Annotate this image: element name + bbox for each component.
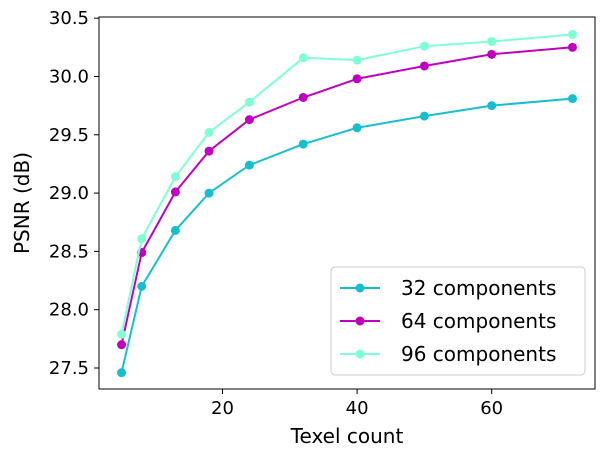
series-line: [120, 46, 573, 345]
legend-marker: [355, 349, 365, 359]
legend-label: 32 components: [401, 276, 556, 300]
data-point: [419, 111, 429, 121]
legend-box: [330, 266, 586, 376]
legend-marker: [355, 283, 365, 293]
data-point: [352, 123, 362, 133]
y-tick-label: 30.5: [49, 8, 89, 29]
y-tick-label: 29.5: [49, 125, 89, 146]
data-point: [204, 127, 214, 137]
series-line: [120, 33, 573, 335]
legend-label: 64 components: [401, 309, 556, 333]
data-point: [487, 36, 497, 46]
x-tick-label: 20: [211, 398, 234, 419]
series-line: [120, 97, 573, 373]
data-point: [137, 234, 147, 244]
data-point: [244, 97, 254, 107]
legend-marker: [355, 316, 365, 326]
data-point: [298, 53, 308, 63]
data-point: [352, 55, 362, 65]
data-point: [117, 329, 127, 339]
data-point: [137, 281, 147, 291]
data-point: [567, 94, 577, 104]
data-point: [567, 29, 577, 39]
data-point: [204, 188, 214, 198]
y-tick-label: 28.5: [49, 241, 89, 262]
data-point: [419, 61, 429, 71]
y-tick-label: 28.0: [49, 300, 89, 321]
data-point: [117, 368, 127, 378]
data-point: [204, 146, 214, 156]
series-layer: [117, 29, 577, 378]
x-axis-ticks: 20 40 60: [211, 389, 503, 419]
data-point: [352, 74, 362, 84]
y-tick-label: 30.0: [49, 66, 89, 87]
data-point: [298, 139, 308, 149]
y-axis-label: PSNR (dB): [10, 152, 34, 254]
x-tick-label: 40: [346, 398, 369, 419]
data-point: [567, 42, 577, 52]
data-point: [298, 92, 308, 102]
plot-frame: [98, 16, 596, 390]
legend-label: 96 components: [401, 342, 556, 366]
data-point: [487, 49, 497, 59]
data-point: [244, 115, 254, 125]
data-point: [487, 101, 497, 111]
y-axis-ticks: 27.5 28.0 28.5 29.0 29.5 30.0 30.5: [49, 8, 99, 379]
y-tick-label: 27.5: [49, 358, 89, 379]
legend: 32 components 64 components 96 components: [330, 266, 586, 376]
data-point: [419, 41, 429, 51]
data-point: [170, 172, 180, 182]
data-point: [170, 187, 180, 197]
x-tick-label: 60: [480, 398, 503, 419]
x-axis-label: Texel count: [290, 424, 404, 448]
data-point: [170, 225, 180, 235]
data-point: [117, 340, 127, 350]
data-point: [244, 160, 254, 170]
y-tick-label: 29.0: [49, 183, 89, 204]
